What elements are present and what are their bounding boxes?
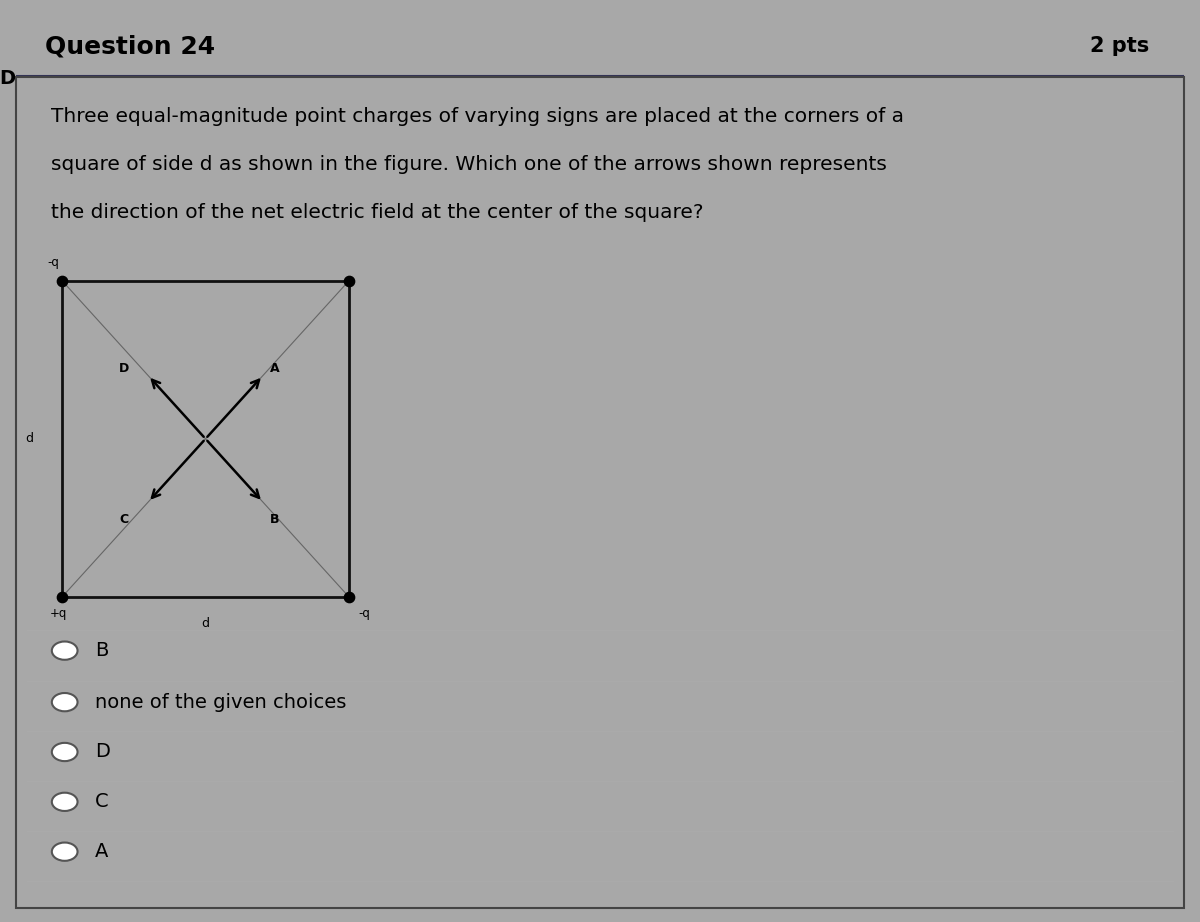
Text: Question 24: Question 24 [44,34,215,58]
Circle shape [52,793,78,811]
Point [53,589,72,604]
Circle shape [52,743,78,762]
Text: square of side d as shown in the figure. Which one of the arrows shown represent: square of side d as shown in the figure.… [50,155,887,173]
Point [340,589,359,604]
Text: D: D [0,69,16,88]
Text: d: d [202,617,210,630]
Text: D: D [119,361,130,374]
Text: A: A [95,842,108,861]
Text: 2 pts: 2 pts [1090,36,1150,56]
Point [53,274,72,289]
Circle shape [52,843,78,861]
Text: C: C [95,792,109,811]
Text: d: d [25,432,34,445]
Text: B: B [270,513,280,526]
Text: A: A [270,361,280,374]
Circle shape [52,642,78,660]
Text: Three equal-magnitude point charges of varying signs are placed at the corners o: Three equal-magnitude point charges of v… [50,107,904,125]
Text: C: C [119,513,128,526]
Point [340,274,359,289]
Text: -q: -q [358,608,370,621]
Text: +q: +q [50,608,67,621]
Text: B: B [95,641,108,660]
Text: -q: -q [47,256,59,269]
Text: none of the given choices: none of the given choices [95,692,347,712]
Text: the direction of the net electric field at the center of the square?: the direction of the net electric field … [50,203,703,222]
Text: D: D [95,742,110,762]
Circle shape [52,693,78,711]
